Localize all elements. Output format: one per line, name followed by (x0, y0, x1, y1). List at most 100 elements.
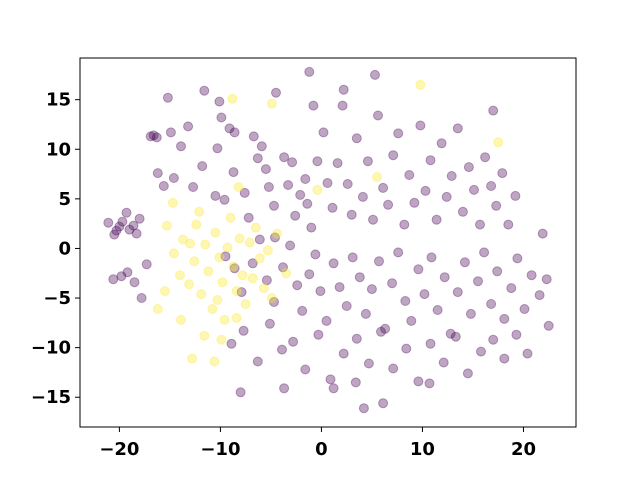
scatter-point (491, 200, 502, 211)
y-tick-label: 0 (58, 238, 71, 259)
scatter-point (272, 228, 282, 239)
scatter-point (406, 315, 417, 326)
scatter-point (141, 259, 152, 270)
scatter-point (168, 248, 179, 259)
scatter-point (256, 141, 267, 152)
scatter-point (313, 329, 324, 340)
scatter-point (432, 305, 443, 315)
scatter-point (488, 105, 499, 116)
scatter-point (462, 368, 473, 379)
scatter-point (261, 275, 272, 286)
scatter-point (347, 252, 358, 263)
scatter-point (452, 123, 463, 134)
scatter-point (231, 312, 242, 323)
scatter-point (270, 232, 280, 243)
scatter-point (328, 258, 339, 269)
scatter-point (457, 206, 468, 217)
scatter-point (168, 173, 179, 183)
scatter-point (264, 318, 275, 329)
scatter-point (288, 336, 299, 347)
scatter-point (366, 284, 377, 295)
scatter-point (217, 277, 228, 288)
scatter-point (321, 315, 332, 326)
y-tick-label: 10 (46, 139, 71, 160)
scatter-point (425, 338, 436, 349)
scatter-point (222, 242, 233, 253)
scatter-point (194, 206, 205, 217)
scatter-point (378, 182, 389, 193)
scatter-point (357, 191, 368, 202)
scatter-point (486, 299, 497, 309)
scatter-point (534, 290, 545, 301)
scatter-point (302, 198, 313, 209)
scatter-point (439, 272, 450, 283)
scatter-point (145, 131, 156, 142)
scatter-point (235, 387, 246, 398)
scatter-point (176, 314, 186, 325)
scatter-point (342, 179, 353, 189)
scatter-point (486, 181, 497, 191)
x-tick-label: −10 (200, 439, 240, 460)
scatter-point (360, 308, 371, 319)
scatter-point (189, 256, 200, 267)
points-layer (103, 66, 554, 414)
scatter-point (285, 240, 296, 251)
scatter-point (161, 220, 172, 231)
scatter-point (519, 304, 530, 314)
scatter-point (420, 185, 431, 196)
scatter-point (332, 158, 343, 169)
scatter-point (400, 296, 411, 306)
scatter-point (191, 219, 202, 230)
scatter-point (216, 334, 227, 345)
scatter-point (387, 278, 398, 289)
scatter-point (252, 356, 263, 367)
scatter-point (233, 182, 244, 192)
scatter-point (373, 110, 383, 121)
scatter-point (279, 383, 290, 394)
scatter-point (499, 353, 510, 364)
scatter-point (228, 261, 239, 272)
scatter-point (354, 272, 365, 283)
scatter-point (351, 333, 362, 344)
scatter-point (401, 343, 412, 354)
scatter-point (254, 234, 265, 245)
scatter-point (459, 257, 470, 268)
scatter-point (234, 233, 245, 244)
scatter-point (380, 323, 391, 334)
scatter-point (503, 219, 514, 230)
scatter-point (376, 326, 386, 337)
scatter-point (239, 187, 250, 198)
scatter-point (121, 207, 132, 218)
scatter-point (151, 132, 162, 143)
scatter-point (209, 356, 220, 367)
scatter-point (415, 120, 426, 131)
scatter-point (175, 270, 185, 281)
scatter-point (328, 383, 339, 394)
scatter-point (543, 320, 554, 331)
scatter-point (425, 155, 436, 166)
scatter-point (225, 212, 236, 223)
scatter-point (117, 216, 128, 227)
scatter-point (441, 191, 452, 202)
scatter-point (304, 269, 315, 280)
scatter-point (124, 224, 135, 235)
scatter-point (473, 276, 483, 287)
scatter-point (165, 127, 176, 138)
scatter-point (475, 219, 485, 230)
scatter-point (465, 308, 476, 319)
scatter-point (228, 167, 239, 178)
scatter-point (229, 127, 240, 138)
x-axis: −20 −10 0 10 20 (99, 427, 536, 460)
x-tick-label: −20 (99, 439, 139, 460)
scatter-point (358, 403, 369, 414)
scatter-point (426, 252, 437, 263)
scatter-point (450, 331, 461, 342)
scatter-point (108, 274, 119, 285)
scatter-point (346, 209, 357, 220)
scatter-point (312, 184, 323, 195)
scatter-point (413, 264, 424, 275)
scatter-point (167, 197, 178, 208)
scatter-point (111, 225, 122, 236)
scatter-point (526, 270, 537, 281)
scatter-point (295, 189, 306, 200)
